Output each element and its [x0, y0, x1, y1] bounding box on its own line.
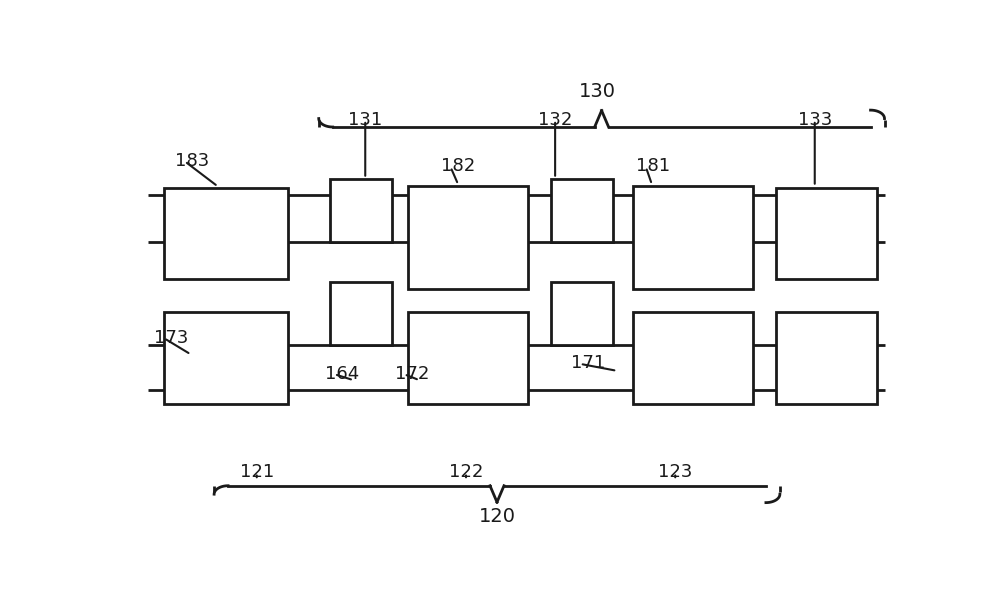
Bar: [408, 186, 528, 289]
Text: 172: 172: [395, 365, 429, 382]
Bar: [551, 282, 613, 345]
Bar: [330, 178, 392, 242]
Text: 122: 122: [449, 463, 483, 481]
Text: 130: 130: [579, 82, 616, 101]
Text: 133: 133: [798, 111, 832, 128]
Text: 164: 164: [325, 365, 359, 382]
Text: 132: 132: [538, 111, 572, 128]
Text: 121: 121: [240, 463, 274, 481]
Text: 183: 183: [175, 152, 210, 170]
Text: 182: 182: [441, 158, 475, 175]
Bar: [164, 188, 288, 280]
Bar: [776, 188, 877, 280]
Bar: [330, 282, 392, 345]
Text: 171: 171: [571, 354, 605, 373]
Bar: [776, 312, 877, 404]
Text: 173: 173: [154, 329, 189, 347]
Bar: [633, 312, 753, 404]
Bar: [164, 312, 288, 404]
Bar: [408, 312, 528, 404]
Text: 123: 123: [658, 463, 692, 481]
Bar: [633, 186, 753, 289]
Bar: [551, 178, 613, 242]
Text: 131: 131: [348, 111, 382, 128]
Text: 181: 181: [637, 158, 671, 175]
Text: 120: 120: [479, 507, 516, 526]
